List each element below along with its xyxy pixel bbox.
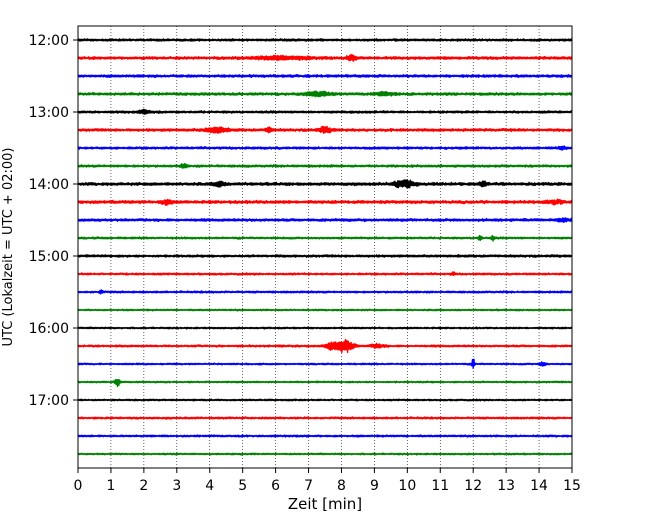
x-tick-label: 8 xyxy=(337,478,346,494)
x-tick-label: 5 xyxy=(238,478,247,494)
x-axis-ticks: 0 1 2 3 4 5 6 7 8 9 10 11 12 13 14 15 xyxy=(74,468,581,494)
trace-line xyxy=(77,163,573,169)
trace-line xyxy=(77,398,573,402)
plot-frame xyxy=(77,25,573,469)
y-tick-label: 14:00 xyxy=(29,177,69,193)
x-tick-label: 15 xyxy=(563,478,581,494)
x-tick-label: 3 xyxy=(172,478,181,494)
trace-line xyxy=(77,38,573,42)
trace-line xyxy=(77,452,573,456)
x-tick-label: 4 xyxy=(205,478,214,494)
y-tick-label: 16:00 xyxy=(29,321,69,337)
y-tick-label: 12:00 xyxy=(29,33,69,49)
x-tick-label: 6 xyxy=(271,478,280,494)
seismogram-traces xyxy=(77,38,573,456)
y-tick-label: 13:00 xyxy=(29,105,69,121)
x-tick-label: 2 xyxy=(139,478,148,494)
x-tick-label: 1 xyxy=(106,478,115,494)
y-axis-label: UTC (Lokalzeit = UTC + 02:00) xyxy=(1,148,16,347)
x-tick-label: 14 xyxy=(530,478,548,494)
x-tick-label: 13 xyxy=(497,478,515,494)
trace-line xyxy=(77,73,573,79)
trace-line xyxy=(77,308,573,312)
trace-line xyxy=(77,125,573,134)
x-tick-label: 12 xyxy=(464,478,482,494)
trace-line xyxy=(77,234,573,242)
trace-line xyxy=(77,179,573,189)
trace-line xyxy=(77,90,573,98)
trace-line xyxy=(77,271,573,276)
y-tick-label: 15:00 xyxy=(29,249,69,265)
trace-line xyxy=(77,108,573,115)
trace-line xyxy=(77,358,573,369)
trace-line xyxy=(77,145,573,151)
trace-line xyxy=(77,198,573,206)
trace-line xyxy=(77,378,573,388)
trace-line xyxy=(77,339,573,353)
y-axis-ticks: 12:00 13:00 14:00 15:00 16:00 17:00 xyxy=(29,33,78,409)
trace-line xyxy=(77,416,573,420)
x-tick-label: 11 xyxy=(431,478,449,494)
x-tick-label: 7 xyxy=(304,478,313,494)
y-tick-label: 17:00 xyxy=(29,393,69,409)
x-tick-label: 10 xyxy=(398,478,416,494)
trace-line xyxy=(77,217,573,223)
x-tick-label: 9 xyxy=(370,478,379,494)
trace-line xyxy=(77,254,573,258)
trace-line xyxy=(77,326,573,330)
trace-line xyxy=(77,289,573,295)
trace-line xyxy=(77,434,573,438)
plot-background xyxy=(78,26,572,468)
x-axis-label: Zeit [min] xyxy=(288,495,362,513)
x-tick-label: 0 xyxy=(74,478,83,494)
trace-line xyxy=(77,53,573,62)
